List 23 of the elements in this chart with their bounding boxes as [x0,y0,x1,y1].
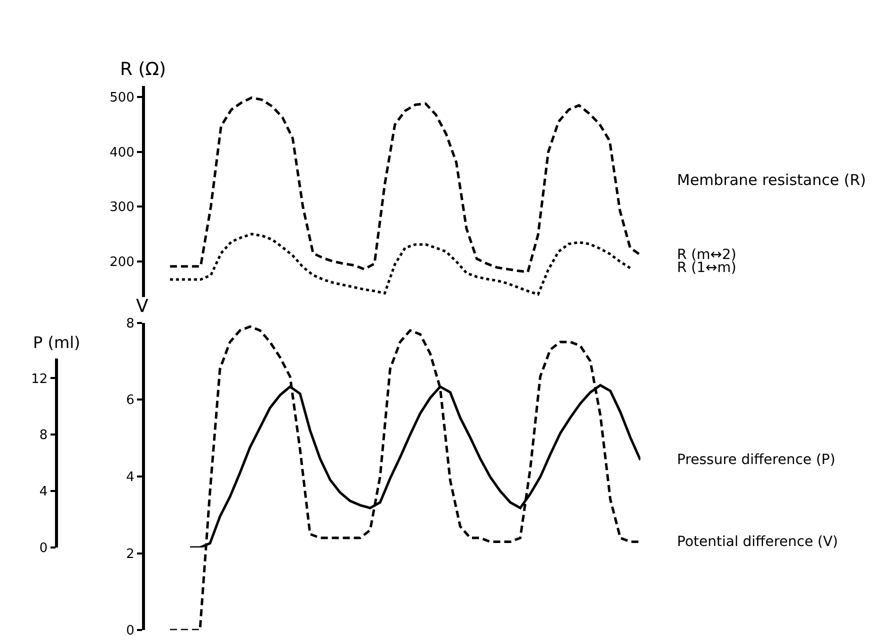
text: Potential difference (V) [677,534,838,550]
y-tick-label: 0 [126,624,134,639]
text: Pressure difference (P) [677,452,836,468]
y2-tick-label: 0 [39,541,48,556]
text: R (1↔m) [677,260,736,276]
y-tick-label: 400 [110,145,134,160]
y-tick-label: 2 [126,546,134,562]
y-tick-label: 300 [110,200,134,216]
y-tick-label: 500 [110,90,134,106]
line-series [170,232,632,296]
y-axis-title: V [136,296,149,317]
y-tick-label: 6 [126,393,134,408]
text: Membrane resistance (R) [677,171,866,189]
y-tick-label: 200 [110,255,134,270]
y-tick-label: 4 [126,470,134,485]
line-series [170,96,640,274]
y2-axis-title: P (ml) [33,333,80,352]
y2-tick-label: 12 [31,372,48,387]
y-axis-title: R (Ω) [120,59,166,80]
y2-tick-label: 4 [39,484,48,500]
y-tick-label: 8 [126,316,134,332]
line-series [170,325,640,630]
y2-tick-label: 8 [39,428,48,444]
